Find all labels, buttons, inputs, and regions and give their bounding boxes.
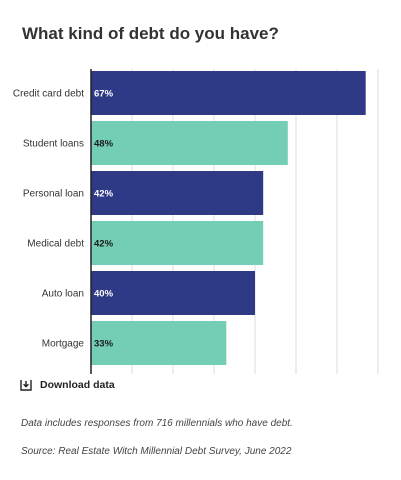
bar xyxy=(91,171,264,215)
data-label: 33% xyxy=(94,339,114,350)
bar xyxy=(91,321,227,365)
bar xyxy=(91,271,255,315)
data-label: 40% xyxy=(94,289,114,300)
data-label: 42% xyxy=(94,239,114,250)
bar xyxy=(91,121,288,165)
category-label: Auto loan xyxy=(42,289,84,300)
bar-chart: Credit card debt 67% Student loans 48% Perso… xyxy=(13,69,379,374)
data-label: 48% xyxy=(94,139,114,150)
category-label: Personal loan xyxy=(23,189,84,200)
download-data-button[interactable]: Download data xyxy=(20,379,115,391)
chart-title: What kind of debt do you have? xyxy=(22,24,279,43)
category-label: Credit card debt xyxy=(13,89,84,100)
download-data-label: Download data xyxy=(40,379,115,391)
chart-note: Data includes responses from 716 millenn… xyxy=(21,418,293,429)
bar xyxy=(91,71,366,115)
chart-source: Source: Real Estate Witch Millennial Deb… xyxy=(21,446,292,457)
data-label: 42% xyxy=(94,189,114,200)
category-label: Student loans xyxy=(23,139,84,150)
download-icon xyxy=(20,380,32,391)
data-label: 67% xyxy=(94,89,114,100)
bar xyxy=(91,221,264,265)
category-label: Medical debt xyxy=(27,239,84,250)
category-label: Mortgage xyxy=(42,339,85,350)
